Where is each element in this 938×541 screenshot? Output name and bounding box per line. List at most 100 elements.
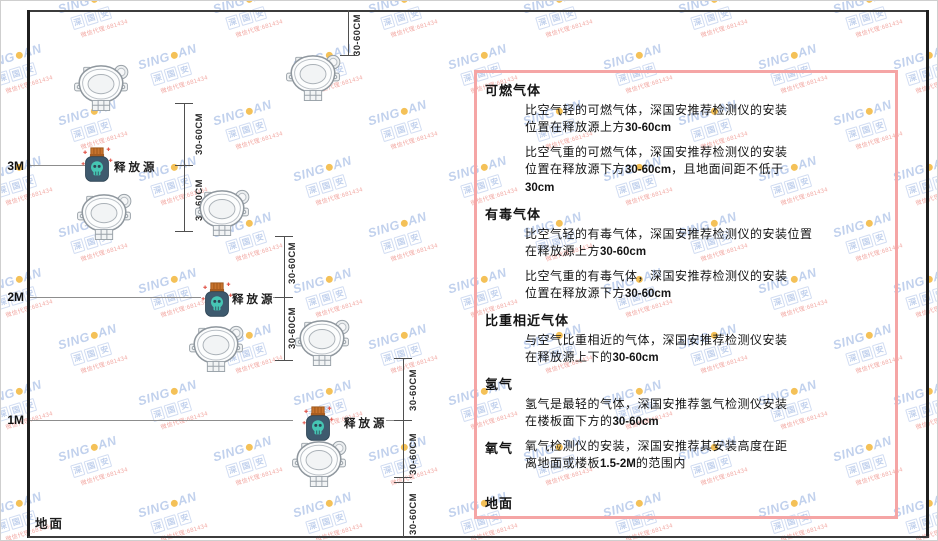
watermark-boxed-char: 安 (96, 6, 113, 22)
paragraph-line: 在释放源上方30-60cm (525, 243, 885, 261)
watermark-boxed-char: 深 (380, 462, 396, 479)
watermark-boxed-char: 深 (770, 518, 786, 535)
release-source-label: 释放源 (232, 294, 276, 306)
watermark-contact: 微信代理:681434 (235, 242, 284, 264)
watermark-dot-icon (324, 162, 334, 172)
guideline-section: 氧气 氧气检测仪的安装，深国安推荐其安装高度在距 离地面或楼板1.5-2M的范围内 (485, 438, 885, 480)
paragraph: 氢气是最轻的气体，深国安推荐氢气检测仪安装在楼板面下方的30-60cm (525, 396, 885, 431)
watermark-contact: 微信代理:681434 (235, 130, 284, 152)
watermark-boxed-char: 安 (716, 6, 733, 22)
guideline-section: 地面检测仪地面间距，深国安推荐在30-60cm，且不得小于30cm，因为过低容易… (485, 493, 885, 519)
dimension-label: 30-60CM (408, 433, 419, 475)
watermark-brand-right: AN (96, 1, 118, 4)
text-segment: 比空气轻的有毒气体，深国安推荐检测仪的安装位置 (525, 227, 813, 241)
watermark-boxed-char: 安 (406, 118, 423, 134)
dimension-tick (175, 103, 193, 104)
watermark-dot-icon (89, 442, 99, 452)
watermark-brand-left: SING (291, 497, 327, 521)
watermark-boxed-char: 深 (905, 70, 921, 87)
dimension-label: 30-60CM (194, 113, 205, 155)
watermark-dot-icon (14, 274, 24, 284)
gas-detector-icon (76, 192, 132, 240)
measurement-value: 30-60cm (700, 518, 746, 519)
watermark-dot-icon (324, 274, 334, 284)
watermark-boxed-char: 安 (931, 62, 937, 78)
watermark-dot-icon (399, 218, 409, 228)
watermark-brand-right: AN (251, 1, 273, 4)
measurement-value: 30-60cm (600, 246, 647, 258)
paragraph-line: 位置在释放源上方30-60cm (525, 119, 885, 137)
text-segment: 氢气是最轻的气体，深国安推荐氢气检测仪安装 (525, 397, 788, 411)
watermark-boxed-name: 深国安 (1, 55, 51, 87)
watermark-boxed-char: 安 (251, 342, 268, 358)
watermark-boxed-name: 深国安 (379, 1, 436, 31)
watermark-dot-icon (399, 106, 409, 116)
measurement-value: 30-60cm (625, 122, 672, 134)
watermark-dot-icon (789, 50, 799, 60)
watermark-dot-icon (324, 498, 334, 508)
watermark-boxed-char: 国 (393, 10, 409, 27)
watermark-boxed-char: 深 (380, 14, 396, 31)
watermark-contact: 微信代理:681434 (855, 18, 904, 40)
watermark-dot-icon (14, 386, 24, 396)
watermark-boxed-char: 安 (406, 6, 423, 22)
gas-detector-icon (294, 318, 350, 366)
text-segment: 位置在释放源上方 (525, 120, 626, 134)
dimension-line-3m (184, 103, 185, 232)
watermark-brand-left: SING (56, 441, 92, 465)
watermark-boxed-char: 安 (251, 6, 268, 22)
paragraph: 检测仪地面间距，深国安推荐在30-60cm，且不得小于30cm，因为过低容易水溅… (525, 515, 885, 519)
watermark-brand-right: AN (561, 1, 583, 4)
watermark-boxed-char: 国 (548, 10, 564, 27)
watermark-boxed-char: 国 (238, 122, 254, 139)
text-segment: ，且不得 (746, 516, 796, 519)
gas-detector-icon (194, 188, 250, 236)
watermark-boxed-char: 安 (176, 62, 193, 78)
paragraph-line: 比空气重的可燃气体，深国安推荐检测仪的安装 (525, 144, 885, 161)
watermark-boxed-char: 深 (305, 294, 321, 311)
watermark-boxed-name: 深国安 (904, 503, 937, 535)
watermark-boxed-char: 国 (393, 458, 409, 475)
paragraph-line: 在楼板面下方的30-60cm (525, 413, 885, 431)
watermark-boxed-char: 国 (83, 122, 99, 139)
watermark-contact: 微信代理:681434 (545, 18, 594, 40)
watermark-boxed-name: 深国安 (844, 1, 901, 31)
text-segment: 检测仪地面间距，深国安推荐在 (525, 516, 700, 519)
watermark-brand-left: SING (136, 49, 172, 73)
watermark-boxed-char: 安 (331, 286, 348, 302)
watermark-boxed-char: 国 (163, 178, 179, 195)
dimension-line-2m (284, 236, 285, 361)
watermark-boxed-name: 深国安 (149, 391, 206, 423)
dimension-tick (275, 236, 293, 237)
watermark-boxed-char: 深 (225, 238, 241, 255)
watermark-boxed-char: 安 (561, 6, 578, 22)
text-segment: 离地面或楼板 (525, 456, 601, 470)
watermark-brand-left: SING (56, 329, 92, 353)
watermark-boxed-char: 国 (163, 66, 179, 83)
text-segment: 在释放源上下的 (525, 350, 613, 364)
paragraph-line: 与空气比重相近的气体，深国安推荐检测仪安装 (525, 332, 885, 349)
watermark-boxed-name: 深国安 (904, 391, 937, 423)
watermark-dot-icon (169, 50, 179, 60)
section-body: 比空气轻的有毒气体，深国安推荐检测仪的安装位置 在释放源上方30-60cm 比空气重… (525, 226, 885, 303)
